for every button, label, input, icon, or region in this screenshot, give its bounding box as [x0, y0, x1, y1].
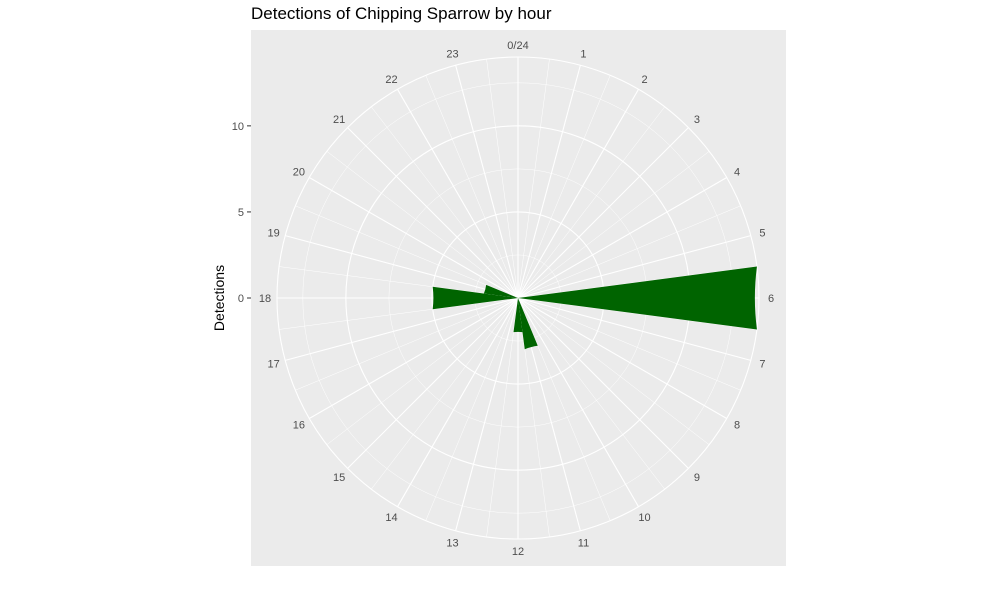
hour-label: 20	[293, 167, 305, 179]
minor-spoke	[517, 106, 665, 299]
major-spoke	[285, 235, 519, 299]
minor-spoke	[295, 297, 519, 391]
major-spoke	[309, 297, 519, 419]
y-tick-label: 5	[238, 207, 244, 219]
minor-spoke	[517, 297, 665, 490]
minor-spoke	[517, 297, 741, 391]
minor-spoke	[326, 297, 519, 445]
major-spoke	[309, 177, 519, 299]
minor-spoke	[486, 297, 519, 537]
major-spoke	[517, 89, 639, 299]
minor-spoke	[326, 151, 519, 299]
major-spoke	[517, 297, 689, 469]
hour-label: 8	[734, 420, 740, 432]
major-spoke	[517, 177, 727, 299]
hour-label: 21	[333, 114, 345, 126]
major-spoke	[397, 89, 519, 299]
bar-hour-18	[432, 286, 518, 310]
hour-label: 17	[267, 358, 279, 370]
minor-spoke	[517, 75, 611, 299]
major-spoke	[347, 127, 519, 299]
hour-label: 19	[267, 228, 279, 240]
hour-label: 6	[768, 293, 774, 305]
outer-ring	[276, 56, 760, 540]
y-tick-label: 0	[238, 293, 244, 305]
hour-label: 15	[333, 472, 345, 484]
major-spoke	[455, 297, 519, 531]
hour-label: 14	[385, 512, 397, 524]
minor-spoke	[517, 297, 710, 445]
major-spoke	[455, 65, 519, 299]
hour-label: 10	[638, 512, 650, 524]
minor-spoke	[295, 205, 519, 299]
hour-label: 13	[446, 537, 458, 549]
minor-spoke	[486, 59, 519, 299]
bar-hour-6	[518, 266, 757, 330]
major-spoke	[517, 235, 751, 299]
y-tick-label: 10	[232, 121, 244, 133]
bars-layer	[432, 266, 757, 350]
y-axis-title: Detections	[211, 265, 227, 331]
y-axis: 0 5 10	[232, 121, 251, 305]
major-spoke	[517, 297, 639, 507]
hour-label: 7	[759, 358, 765, 370]
hour-label: 16	[293, 420, 305, 432]
hour-label: 3	[694, 114, 700, 126]
major-spoke	[285, 297, 519, 361]
minor-spoke	[517, 205, 741, 299]
minor-spoke	[371, 106, 519, 299]
major-spoke	[397, 297, 519, 507]
major-spoke	[517, 65, 581, 299]
hour-label: 5	[759, 228, 765, 240]
chart-title: Detections of Chipping Sparrow by hour	[251, 4, 552, 23]
bar-hour-11	[518, 298, 538, 350]
hour-label: 0/24	[507, 40, 528, 52]
minor-spoke	[517, 151, 710, 299]
hour-label: 1	[580, 49, 586, 61]
hour-label: 23	[446, 49, 458, 61]
major-spoke	[517, 297, 727, 419]
hour-label: 12	[512, 546, 524, 558]
hour-label: 11	[578, 537, 589, 549]
hour-label-layer: 0/24123456789101112131415161718192021222…	[259, 40, 774, 558]
hour-label: 4	[734, 167, 740, 179]
bar-hour-19	[483, 284, 518, 298]
minor-spoke	[371, 297, 519, 490]
minor-spoke	[425, 75, 519, 299]
hour-label: 9	[694, 472, 700, 484]
bar-hour-12	[513, 298, 523, 333]
hour-label: 22	[385, 74, 397, 86]
major-spoke	[347, 297, 519, 469]
major-spoke	[517, 127, 689, 299]
minor-spoke	[425, 297, 519, 521]
major-spoke	[517, 297, 751, 361]
minor-spoke	[517, 59, 550, 299]
hour-label: 18	[259, 293, 271, 305]
hour-label: 2	[641, 74, 647, 86]
